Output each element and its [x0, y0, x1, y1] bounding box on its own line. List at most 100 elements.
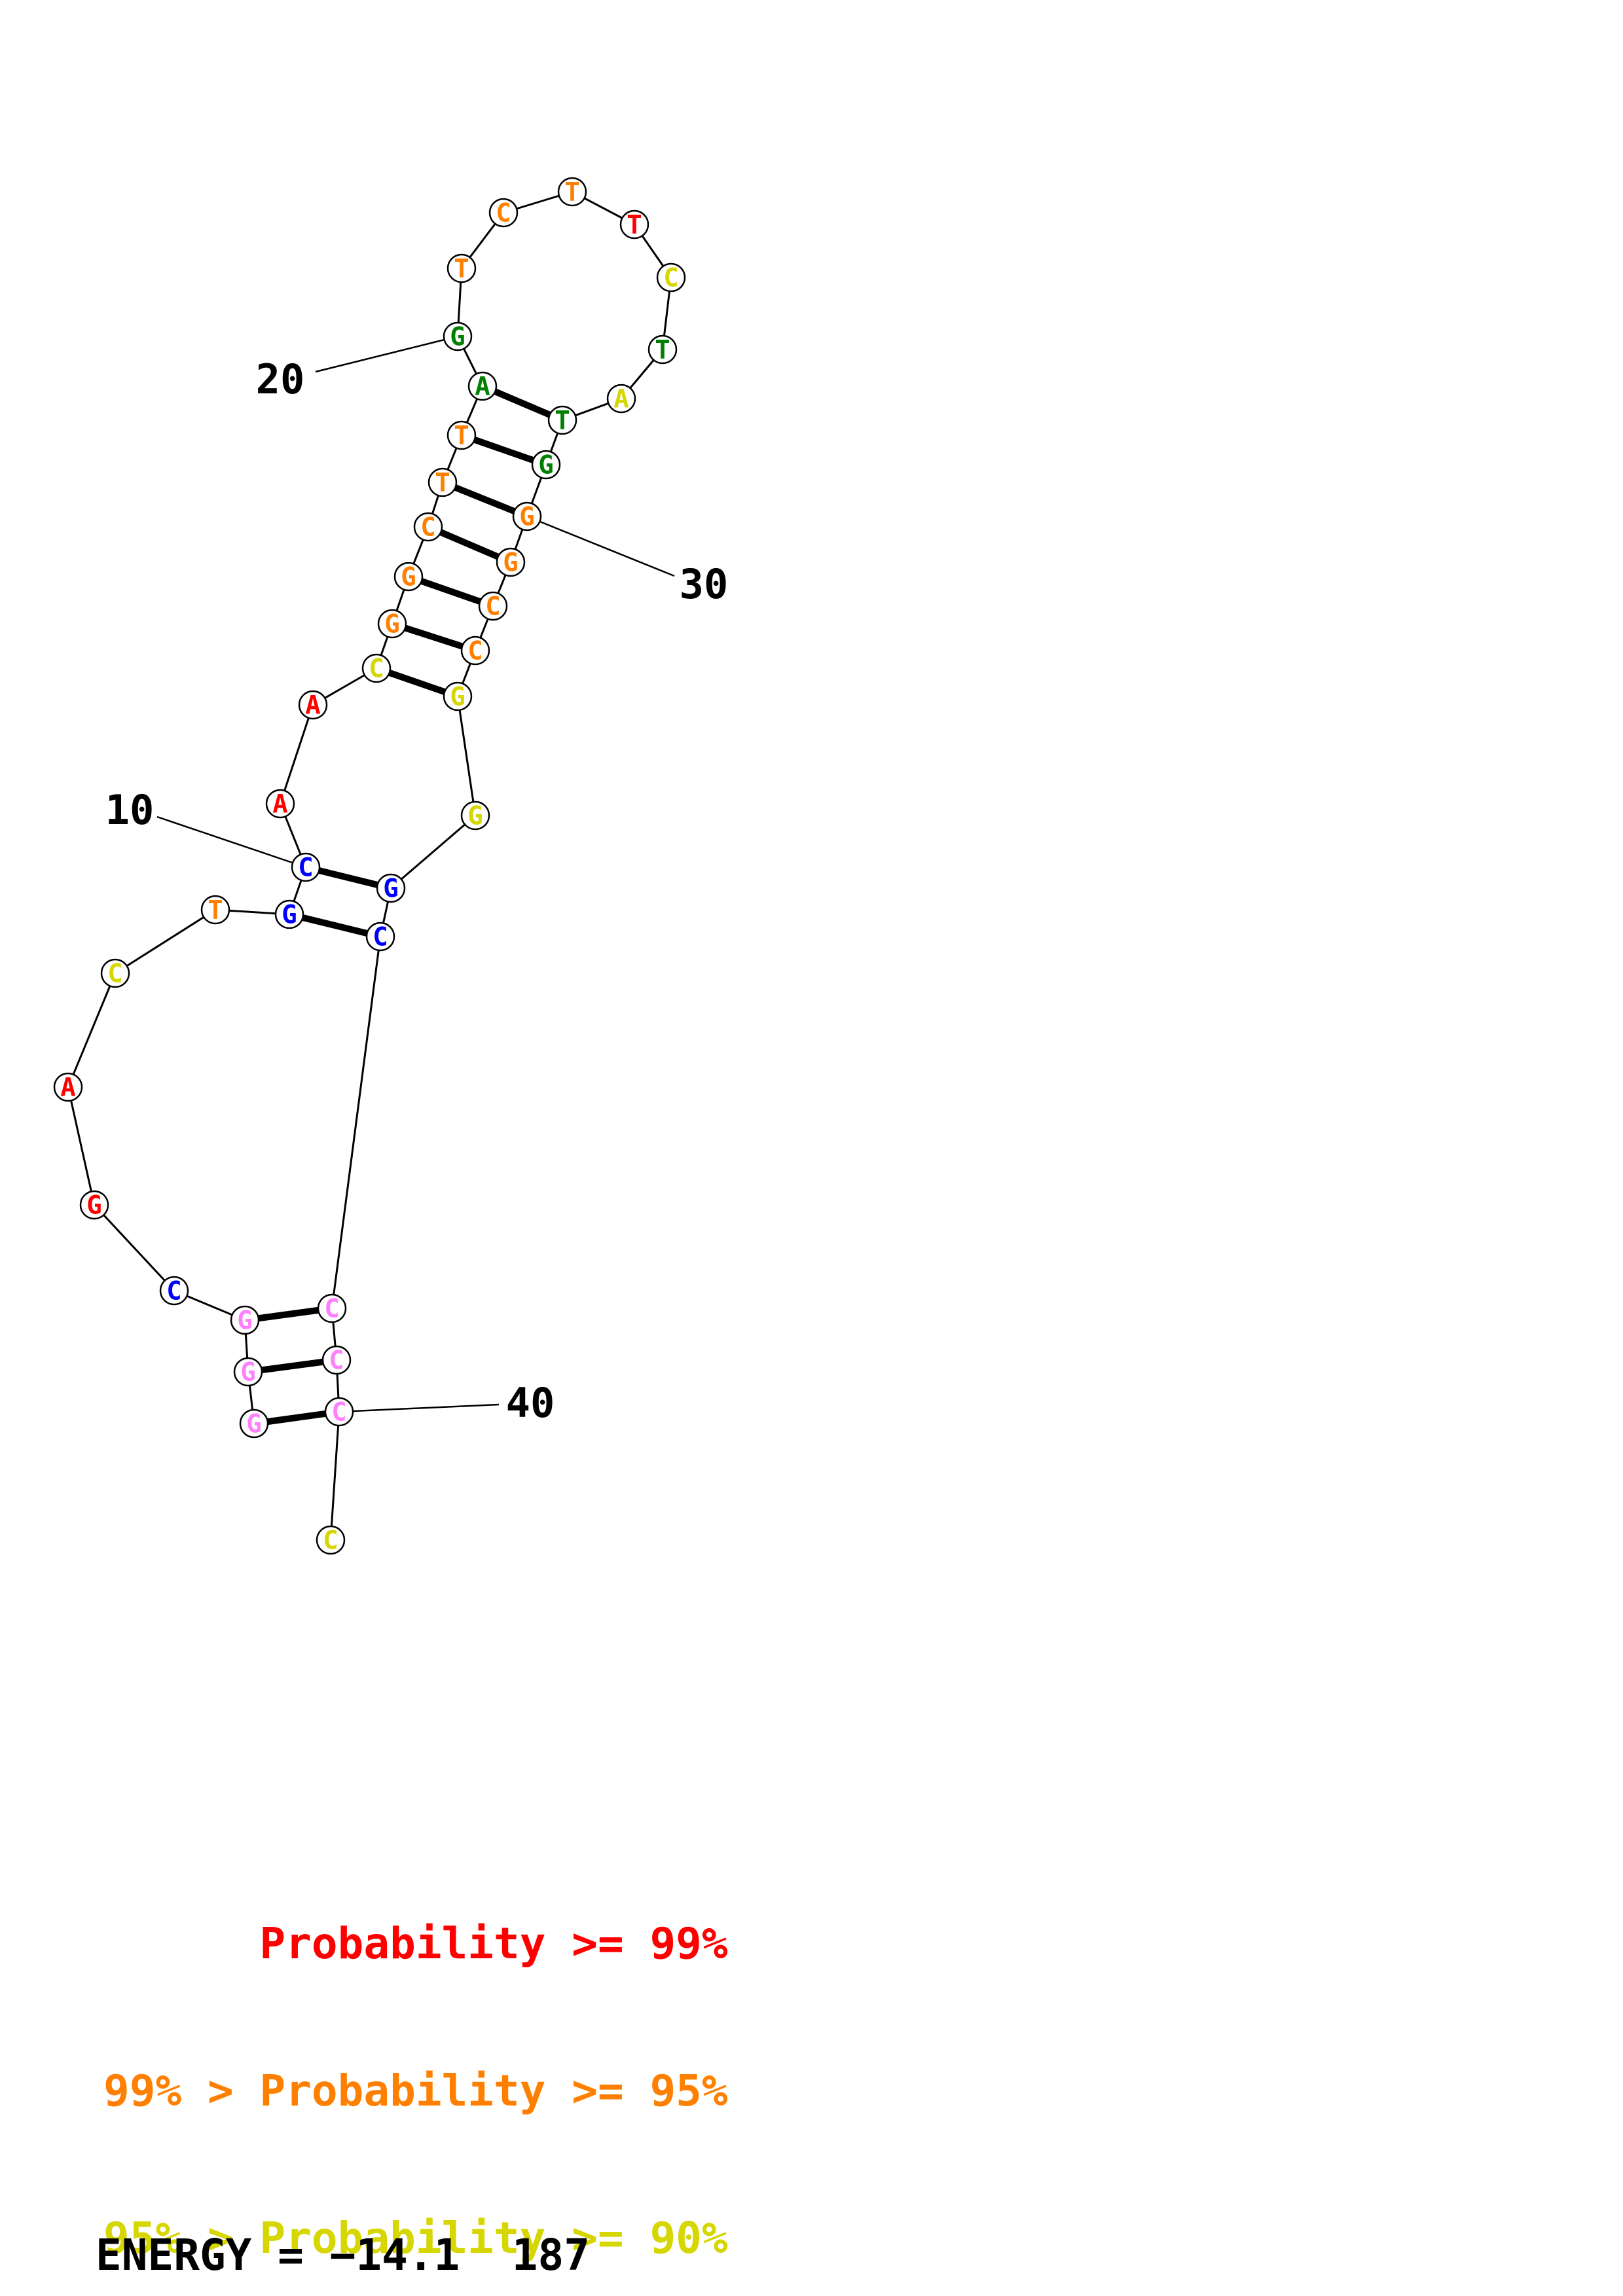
- nucleotide-circle-37: [365, 922, 395, 952]
- position-label-line-20: [315, 335, 458, 373]
- nucleotide-circle-15: [393, 562, 424, 592]
- backbone-segment-35: [390, 814, 476, 889]
- nucleotide-circle-41: [316, 1525, 346, 1555]
- position-label-40: 40: [506, 1379, 555, 1427]
- nucleotide-circle-36: [376, 873, 406, 903]
- base-pair-10-36: [304, 864, 392, 891]
- nucleotide-base-27: A: [613, 385, 629, 414]
- nucleotide-circle-29: [531, 450, 561, 480]
- base-pair-17-30: [441, 479, 528, 520]
- base-pair-2-39: [247, 1357, 337, 1375]
- nucleotide-base-28: T: [555, 406, 570, 436]
- nucleotide-circle-20: [443, 321, 473, 351]
- nucleotide-circle-24: [619, 209, 649, 240]
- base-pair-9-37: [288, 911, 382, 940]
- nucleotide-base-19: A: [475, 372, 490, 402]
- energy-label: ENERGY = −14.1 187: [96, 2230, 590, 2280]
- legend-row-p95: 99% > Probability >= 95%: [103, 2066, 728, 2116]
- position-label-10: 10: [105, 786, 155, 834]
- nucleotide-base-9: G: [282, 901, 297, 930]
- nucleotide-base-2: G: [240, 1358, 255, 1388]
- nucleotide-base-5: G: [86, 1191, 101, 1221]
- nucleotide-base-20: G: [450, 323, 465, 352]
- nucleotide-circle-35: [460, 800, 490, 831]
- nucleotide-circle-30: [512, 501, 542, 531]
- nucleotide-base-26: T: [655, 336, 670, 365]
- backbone-segment-40: [329, 1411, 340, 1541]
- nucleotide-base-36: G: [383, 874, 398, 904]
- position-label-20: 20: [256, 355, 305, 403]
- nucleotide-base-40: C: [331, 1398, 346, 1427]
- nucleotide-circle-13: [361, 653, 392, 683]
- nucleotide-base-29: G: [538, 451, 553, 480]
- nucleotide-circle-34: [443, 681, 473, 711]
- backbone-segment-5: [67, 1086, 96, 1206]
- nucleotide-circle-18: [447, 420, 477, 450]
- nucleotide-circle-19: [467, 371, 498, 401]
- base-pair-15-32: [407, 573, 494, 609]
- nucleotide-circle-17: [428, 467, 458, 497]
- nucleotide-base-38: C: [324, 1295, 339, 1324]
- nucleotide-base-12: A: [305, 691, 320, 721]
- legend-row-p90: 95% > Probability >= 90%: [103, 2213, 728, 2263]
- nucleotide-circle-5: [79, 1190, 109, 1220]
- nucleotide-circle-1: [239, 1408, 269, 1439]
- nucleotide-circle-14: [377, 609, 407, 639]
- position-label-30: 30: [680, 560, 729, 608]
- nucleotide-base-25: C: [663, 264, 678, 293]
- nucleotide-base-37: C: [373, 923, 388, 952]
- nucleotide-circle-39: [321, 1345, 352, 1375]
- base-pair-18-29: [460, 432, 547, 468]
- nucleotide-base-39: C: [329, 1346, 344, 1376]
- nucleotide-circle-28: [547, 405, 577, 435]
- nucleotide-circle-10: [291, 852, 321, 882]
- nucleotide-circle-7: [100, 958, 130, 988]
- position-label-line-10: [156, 816, 306, 869]
- nucleotide-base-14: G: [384, 610, 399, 639]
- nucleotide-base-1: G: [246, 1410, 261, 1439]
- nucleotide-circle-31: [496, 547, 526, 577]
- nucleotide-circle-26: [647, 334, 678, 365]
- nucleotide-circle-2: [233, 1357, 263, 1387]
- nucleotide-circle-38: [317, 1293, 347, 1323]
- nucleotide-base-33: C: [467, 637, 483, 666]
- nucleotide-circle-33: [460, 636, 490, 666]
- nucleotide-base-21: T: [454, 255, 469, 284]
- position-label-line-40: [338, 1403, 500, 1413]
- nucleotide-circle-8: [200, 895, 230, 925]
- position-labels: 10 20 30 40: [105, 335, 729, 1427]
- nucleotide-circle-40: [324, 1397, 354, 1427]
- legend-row-p99: Probability >= 99%: [103, 1918, 728, 1969]
- nucleotide-base-35: G: [467, 802, 483, 831]
- nucleotide-base-16: C: [420, 513, 435, 543]
- nucleotide-base-13: C: [369, 655, 384, 684]
- nucleotide-circle-25: [656, 262, 686, 293]
- nucleotide-base-11: A: [272, 790, 287, 819]
- nucleotide-base-15: G: [401, 563, 416, 592]
- backbone-segment-34: [456, 696, 477, 816]
- nucleotide-base-17: T: [435, 469, 450, 498]
- nucleotide-circle-16: [413, 512, 443, 542]
- nucleotide-base-8: T: [208, 896, 223, 925]
- backbone-segment-6: [67, 973, 117, 1088]
- nucleotide-circle-9: [274, 899, 304, 929]
- nucleotide-circle-11: [265, 789, 295, 819]
- backbone-lines: [67, 190, 672, 1541]
- nucleotide-circle-3: [230, 1305, 260, 1335]
- nucleotide-circle-22: [488, 198, 519, 228]
- nucleotide-base-23: T: [564, 178, 579, 207]
- nucleotide-circle-4: [159, 1276, 189, 1306]
- nucleotide-base-7: C: [107, 960, 122, 989]
- base-pair-16-31: [427, 524, 512, 565]
- backbone-segment-7: [115, 908, 216, 975]
- nucleotide-base-22: C: [496, 199, 511, 228]
- nucleotide-base-30: G: [519, 503, 534, 532]
- backbone-segment-4: [93, 1204, 175, 1292]
- nucleotide-circle-23: [557, 177, 587, 207]
- nucleotide-base-3: G: [237, 1306, 252, 1336]
- nucleotide-base-32: C: [485, 592, 500, 622]
- nucleotide-base-24: T: [627, 211, 642, 240]
